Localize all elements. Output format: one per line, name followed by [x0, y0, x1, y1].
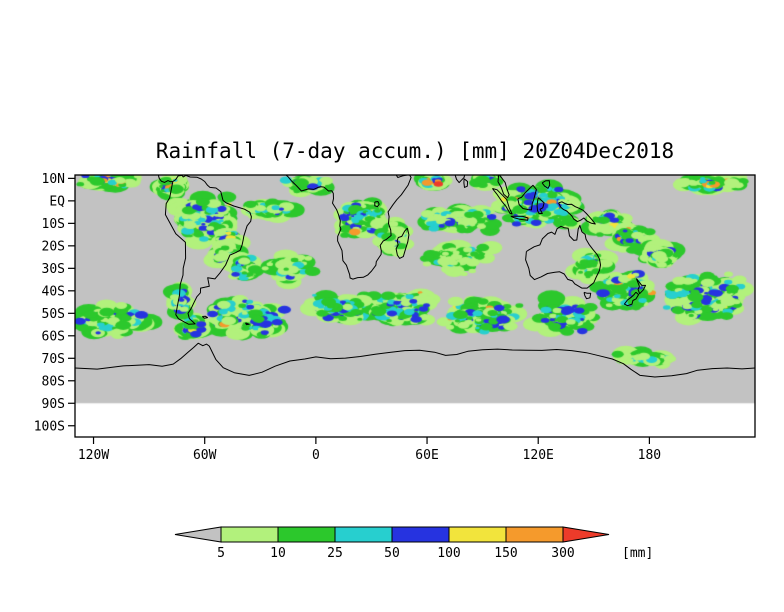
legend-arrow-above-max	[562, 526, 610, 543]
lon-tick-label: 120W	[78, 448, 109, 463]
sulawesi-coastline	[536, 197, 545, 214]
falkland-islands-coastline	[201, 315, 208, 319]
malay-peninsula-coastline	[497, 175, 510, 199]
africa-coastline	[285, 175, 412, 280]
legend-threshold-label: 300	[551, 546, 574, 561]
india-tip-coastline	[454, 175, 466, 184]
legend-threshold-label: 25	[327, 546, 343, 561]
legend-box-25	[334, 526, 393, 543]
legend-threshold-label: 150	[494, 546, 517, 561]
plot-frame	[74, 174, 756, 438]
south-georgia-coastline	[245, 322, 250, 326]
sumatra-coastline	[492, 188, 513, 215]
new-zealand-north-coastline	[635, 278, 646, 295]
rainfall-field-canvas	[75, 175, 755, 437]
antarctica-coastline	[75, 342, 755, 378]
legend-unit-label: [mm]	[622, 546, 653, 561]
legend-arrow-below-min	[174, 526, 222, 543]
lake-victoria-coastline	[374, 201, 380, 208]
legend-threshold-label: 100	[437, 546, 460, 561]
lat-tick-label: 10S	[42, 217, 65, 232]
java-coastline	[510, 215, 529, 221]
legend-box-50	[391, 526, 450, 543]
borneo-coastline	[517, 184, 537, 211]
lat-tick-label: 40S	[42, 284, 65, 299]
lon-tick-label: 0	[312, 448, 320, 463]
lat-tick-label: 60S	[42, 329, 65, 344]
color-legend: 5 10 25 50 100 150 300 [mm]	[174, 526, 653, 561]
lon-tick-label: 180	[638, 448, 661, 463]
new-zealand-south-coastline	[623, 291, 640, 307]
legend-threshold-label: 50	[384, 546, 400, 561]
lat-tick-label: 30S	[42, 262, 65, 277]
legend-box-100	[448, 526, 507, 543]
lat-tick-label: 80S	[42, 374, 65, 389]
lon-tick-label: 60W	[193, 448, 217, 463]
coastlines-group	[75, 175, 755, 378]
lat-tick-label: 70S	[42, 352, 65, 367]
tasmania-coastline	[583, 291, 592, 300]
legend-box-150	[505, 526, 564, 543]
lat-tick-label: 90S	[42, 397, 65, 412]
lat-tick-label: 100S	[34, 419, 65, 434]
legend-box-10	[277, 526, 336, 543]
lat-tick-label: 10N	[42, 172, 65, 187]
australia-coastline	[525, 224, 601, 289]
legend-threshold-label: 5	[217, 546, 225, 561]
chart-title: Rainfall (7-day accum.) [mm] 20Z04Dec201…	[155, 139, 675, 163]
madagascar-coastline	[395, 227, 410, 259]
south-america-coastline	[157, 175, 252, 325]
sri-lanka-coastline	[463, 178, 469, 188]
legend-threshold-label: 10	[270, 546, 286, 561]
lat-tick-label: 20S	[42, 239, 65, 254]
axes-group: 10N EQ 10S 20S 30S 40S 50S 60S 70S 80S 90S 100S 120W…	[34, 172, 661, 463]
lon-tick-label: 60E	[415, 448, 438, 463]
legend-box-5	[220, 526, 279, 543]
lon-tick-label: 120E	[523, 448, 554, 463]
new-guinea-coastline	[558, 201, 596, 225]
lat-tick-label: 50S	[42, 307, 65, 322]
mindanao-coastline	[541, 180, 551, 189]
lat-tick-label: EQ	[49, 194, 65, 209]
